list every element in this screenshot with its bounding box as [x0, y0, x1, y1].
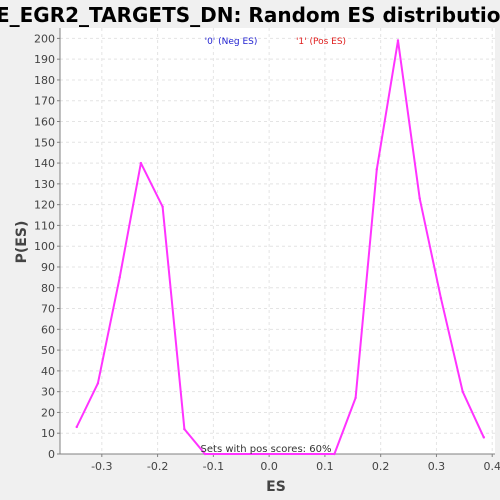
data-point — [183, 427, 186, 431]
y-tick-label: 150 — [34, 136, 55, 149]
y-tick-label: 10 — [41, 427, 55, 440]
y-tick-label: 160 — [34, 116, 55, 129]
x-tick-label: -0.2 — [147, 460, 168, 473]
data-point — [118, 276, 121, 279]
x-tick-label: 0.3 — [428, 460, 446, 473]
data-point — [96, 382, 100, 385]
x-tick-label: -0.3 — [91, 460, 112, 473]
data-point — [75, 425, 78, 429]
data-point — [482, 436, 486, 439]
data-point — [375, 168, 378, 171]
y-tick-label: 130 — [34, 178, 55, 191]
y-tick-label: 40 — [41, 365, 55, 378]
data-point — [161, 205, 164, 208]
y-tick-label: 0 — [48, 448, 55, 461]
x-ticks: -0.3 -0.2 -0.1 0.0 0.1 0.2 0.3 0.4 — [91, 454, 500, 473]
legend-neg-es: '0' (Neg ES) — [205, 37, 258, 47]
x-tick-label: 0.2 — [372, 460, 390, 473]
data-point — [354, 396, 357, 400]
y-tick-label: 170 — [34, 95, 55, 108]
data-point — [139, 161, 143, 165]
data-point — [396, 39, 400, 42]
series-group — [75, 39, 486, 456]
y-tick-label: 100 — [34, 240, 55, 253]
x-tick-label: 0.4 — [483, 460, 500, 473]
data-point — [333, 452, 336, 456]
grid-lines — [60, 28, 495, 455]
data-point — [203, 452, 207, 456]
y-tick-label: 70 — [41, 303, 55, 316]
y-tick-label: 50 — [41, 344, 55, 357]
y-tick-label: 30 — [41, 386, 55, 399]
chart-title: LE_EGR2_TARGETS_DN: Random ES distributi… — [0, 3, 500, 27]
data-point — [439, 296, 443, 300]
y-tick-label: 120 — [34, 199, 55, 212]
data-point — [461, 390, 464, 393]
x-tick-label: 0.0 — [260, 460, 278, 473]
y-tick-label: 20 — [41, 406, 55, 419]
y-tick-label: 200 — [34, 32, 55, 45]
pos-score-annotation: Sets with pos scores: 60% — [201, 444, 332, 455]
legend-pos-es: '1' (Pos ES) — [296, 37, 346, 47]
y-axis-label: P(ES) — [14, 221, 30, 264]
x-axis-label: ES — [266, 479, 286, 495]
y-tick-label: 60 — [41, 323, 55, 336]
y-tick-label: 140 — [34, 157, 55, 170]
x-tick-label: -0.1 — [203, 460, 224, 473]
y-tick-label: 180 — [34, 74, 55, 87]
data-point — [418, 197, 421, 200]
plot-area — [60, 28, 495, 454]
y-tick-label: 80 — [41, 282, 55, 295]
x-tick-label: 0.1 — [316, 460, 334, 473]
y-tick-label: 110 — [34, 219, 55, 232]
y-tick-label: 190 — [34, 53, 55, 66]
y-ticks: 0 10 20 30 40 50 60 70 80 90 100 110 120 130 140 150 160… — [34, 32, 60, 461]
y-tick-label: 90 — [41, 261, 55, 274]
